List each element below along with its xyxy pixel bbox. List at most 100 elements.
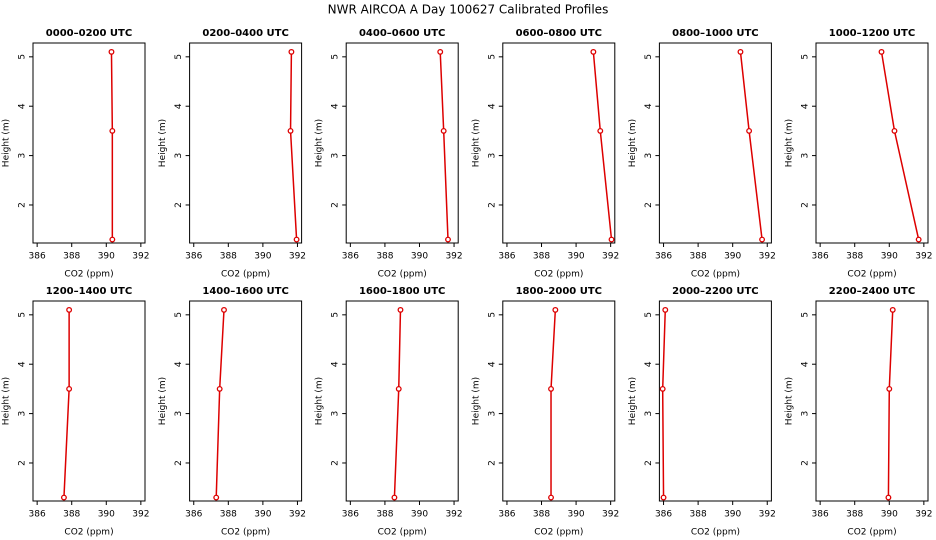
- y-tick-label: 3: [487, 411, 497, 417]
- x-tick-label: 388: [376, 252, 393, 262]
- panel-title: 0600–0800 UTC: [516, 28, 602, 39]
- data-point: [445, 236, 451, 243]
- data-point: [293, 236, 300, 243]
- data-point: [915, 236, 922, 243]
- y-tick-label: 2: [331, 460, 341, 466]
- x-tick-label: 388: [63, 510, 80, 520]
- panel-title: 1400–1600 UTC: [202, 286, 288, 297]
- y-tick-label: 2: [18, 202, 28, 208]
- x-tick-label: 386: [185, 252, 202, 262]
- y-tick-label: 2: [801, 460, 811, 466]
- x-tick-label: 386: [342, 510, 359, 520]
- x-tick-label: 390: [254, 252, 271, 262]
- y-axis-label: Height (m): [158, 119, 168, 167]
- y-axis-label: Height (m): [315, 119, 325, 167]
- y-axis-label: Height (m): [628, 377, 638, 425]
- plot-frame: [815, 300, 929, 502]
- y-tick-label: 2: [801, 202, 811, 208]
- data-point: [109, 127, 116, 134]
- y-tick-label: 5: [487, 312, 497, 318]
- x-tick-label: 390: [254, 510, 271, 520]
- y-tick-label: 3: [644, 411, 654, 417]
- data-point: [552, 306, 559, 313]
- x-axis-label: CO2 (ppm): [221, 528, 270, 538]
- y-tick-label: 2: [644, 202, 654, 208]
- panel-title: 1200–1400 UTC: [46, 286, 132, 297]
- data-point: [221, 306, 227, 313]
- y-tick-label: 3: [644, 153, 654, 159]
- x-tick-label: 386: [812, 510, 829, 520]
- x-tick-label: 388: [376, 510, 393, 520]
- y-tick-label: 2: [174, 460, 184, 466]
- y-tick-label: 5: [174, 312, 184, 318]
- x-tick-label: 386: [655, 252, 672, 262]
- x-tick-label: 392: [915, 510, 932, 520]
- plot-frame: [502, 300, 616, 502]
- data-point: [662, 306, 669, 313]
- y-tick-label: 3: [331, 411, 341, 417]
- data-point: [659, 385, 666, 392]
- data-point: [287, 127, 294, 134]
- data-point: [397, 306, 404, 313]
- x-tick-label: 392: [602, 510, 619, 520]
- y-tick-label: 4: [801, 103, 811, 109]
- x-tick-label: 390: [881, 510, 898, 520]
- x-tick-label: 392: [602, 252, 619, 262]
- data-point: [66, 385, 73, 392]
- y-tick-label: 2: [644, 460, 654, 466]
- data-point: [759, 236, 766, 243]
- y-tick-label: 3: [174, 411, 184, 417]
- y-axis-label: Height (m): [158, 377, 168, 425]
- y-tick-label: 3: [801, 153, 811, 159]
- x-tick-label: 388: [533, 510, 550, 520]
- x-tick-label: 392: [289, 510, 306, 520]
- x-tick-label: 386: [498, 510, 515, 520]
- y-tick-label: 5: [331, 54, 341, 60]
- data-point: [395, 385, 402, 392]
- x-axis-label: CO2 (ppm): [378, 270, 427, 280]
- y-tick-label: 5: [644, 54, 654, 60]
- x-tick-label: 392: [445, 252, 462, 262]
- plot-frame: [502, 42, 616, 244]
- y-axis-label: Height (m): [2, 377, 12, 425]
- y-tick-label: 4: [487, 361, 497, 367]
- y-tick-label: 2: [174, 202, 184, 208]
- y-tick-label: 4: [331, 361, 341, 367]
- x-tick-label: 388: [846, 252, 863, 262]
- y-tick-label: 4: [174, 103, 184, 109]
- x-tick-label: 386: [812, 252, 829, 262]
- y-tick-label: 3: [331, 153, 341, 159]
- panel-title: 0000–0200 UTC: [46, 28, 132, 39]
- x-tick-label: 390: [881, 252, 898, 262]
- y-tick-label: 4: [801, 361, 811, 367]
- data-point: [590, 48, 597, 55]
- y-tick-label: 5: [644, 312, 654, 318]
- plot-frame: [32, 300, 146, 502]
- panel-title: 0200–0400 UTC: [202, 28, 288, 39]
- y-tick-label: 5: [801, 312, 811, 318]
- x-tick-label: 390: [98, 510, 115, 520]
- y-axis-label: Height (m): [628, 119, 638, 167]
- data-point: [886, 385, 893, 392]
- x-tick-label: 388: [690, 510, 707, 520]
- y-tick-label: 5: [18, 312, 28, 318]
- y-tick-label: 5: [331, 312, 341, 318]
- x-axis-label: CO2 (ppm): [691, 270, 740, 280]
- page-title: NWR AIRCOA A Day 100627 Calibrated Profi…: [328, 3, 609, 17]
- plot-frame: [658, 300, 772, 502]
- data-point: [216, 385, 223, 392]
- x-tick-label: 386: [342, 252, 359, 262]
- panel-title: 1600–1800 UTC: [359, 286, 445, 297]
- x-tick-label: 392: [132, 510, 149, 520]
- y-tick-label: 3: [801, 411, 811, 417]
- x-tick-label: 390: [98, 252, 115, 262]
- x-tick-label: 390: [567, 510, 584, 520]
- plot-frame: [189, 300, 303, 502]
- x-tick-label: 390: [724, 510, 741, 520]
- y-tick-label: 4: [174, 361, 184, 367]
- y-axis-label: Height (m): [785, 119, 795, 167]
- data-point: [213, 494, 220, 501]
- data-point: [391, 494, 398, 501]
- panel-title: 1000–1200 UTC: [829, 28, 915, 39]
